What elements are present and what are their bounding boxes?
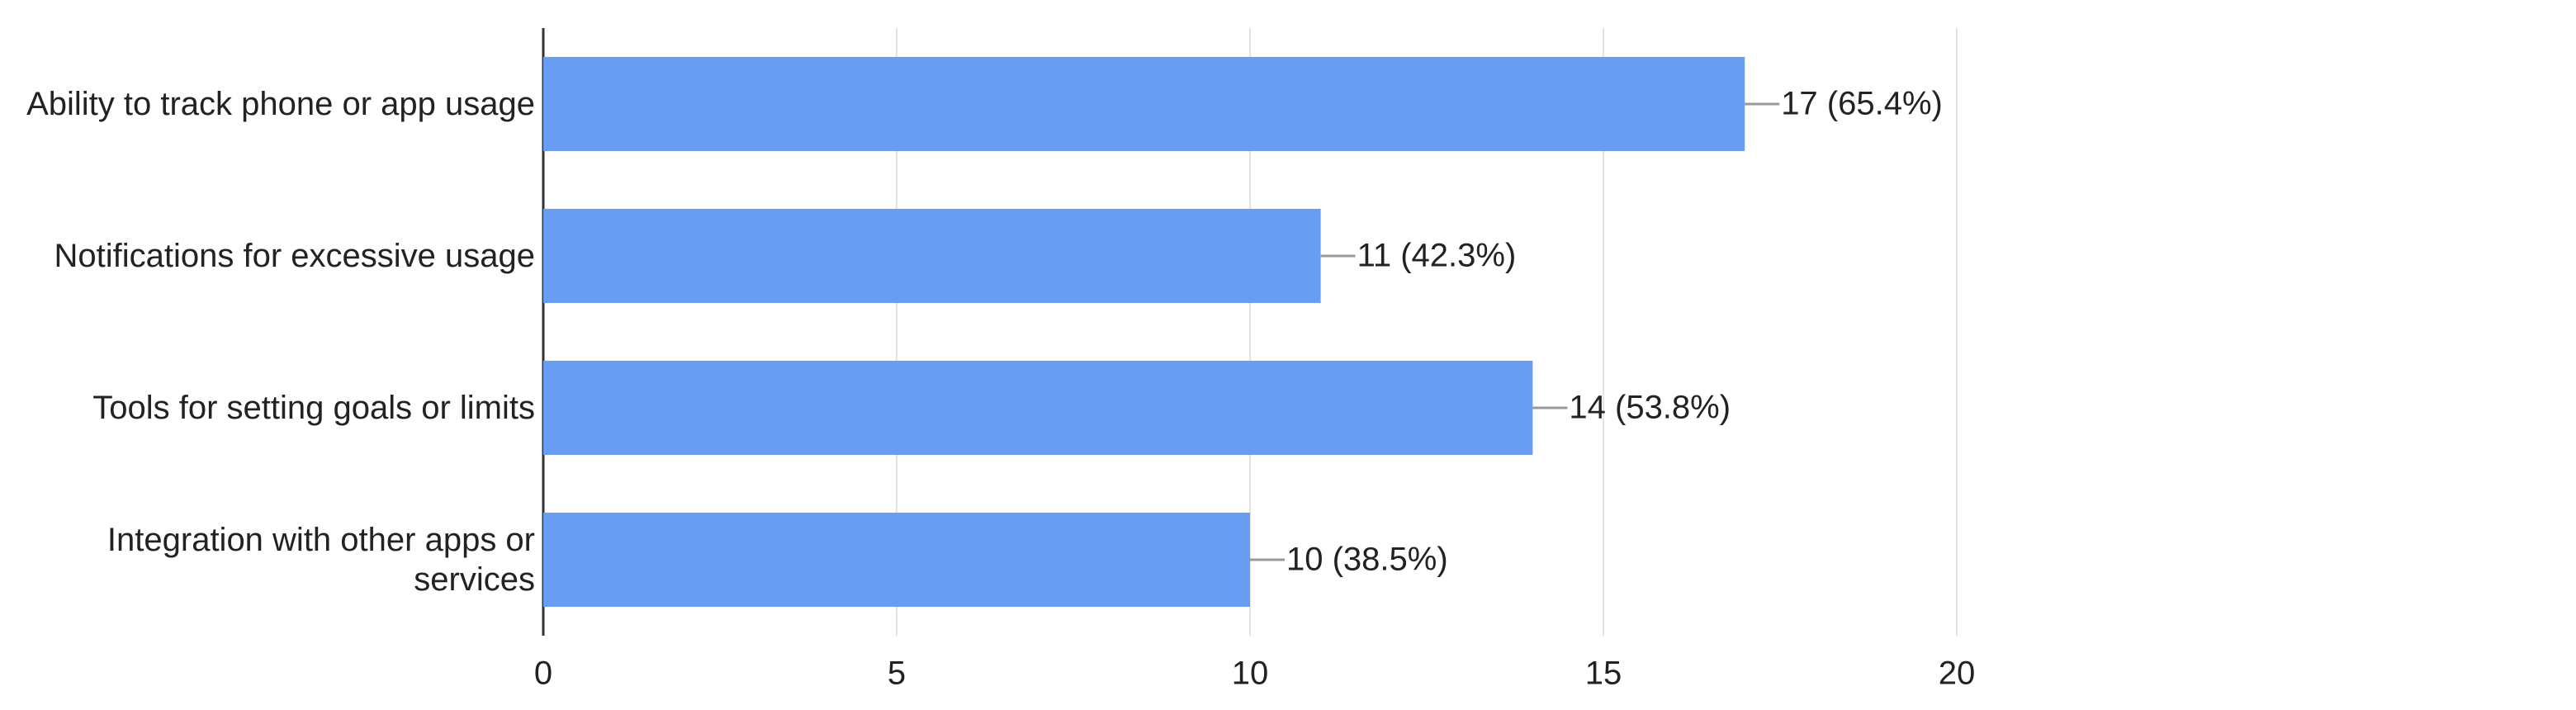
- x-tick-label: 15: [1585, 656, 1622, 692]
- category-label: Ability to track phone or app usage: [26, 86, 535, 122]
- bar: [543, 360, 1533, 456]
- x-tick-label: 20: [1939, 656, 1976, 692]
- value-label: 10 (38.5%): [1286, 542, 1448, 578]
- value-label: 14 (53.8%): [1569, 390, 1731, 426]
- category-label: Notifications for excessive usage: [54, 238, 536, 274]
- bar: [543, 208, 1321, 304]
- bar: [543, 56, 1745, 152]
- x-tick-label: 10: [1232, 656, 1269, 692]
- category-label: Integration with other apps or services: [107, 522, 535, 598]
- value-label: 17 (65.4%): [1781, 86, 1943, 122]
- value-label: 11 (42.3%): [1357, 238, 1517, 274]
- bar: [543, 512, 1250, 608]
- category-label: Tools for setting goals or limits: [92, 390, 535, 426]
- x-tick-label: 5: [888, 656, 906, 692]
- x-tick-label: 0: [534, 656, 552, 692]
